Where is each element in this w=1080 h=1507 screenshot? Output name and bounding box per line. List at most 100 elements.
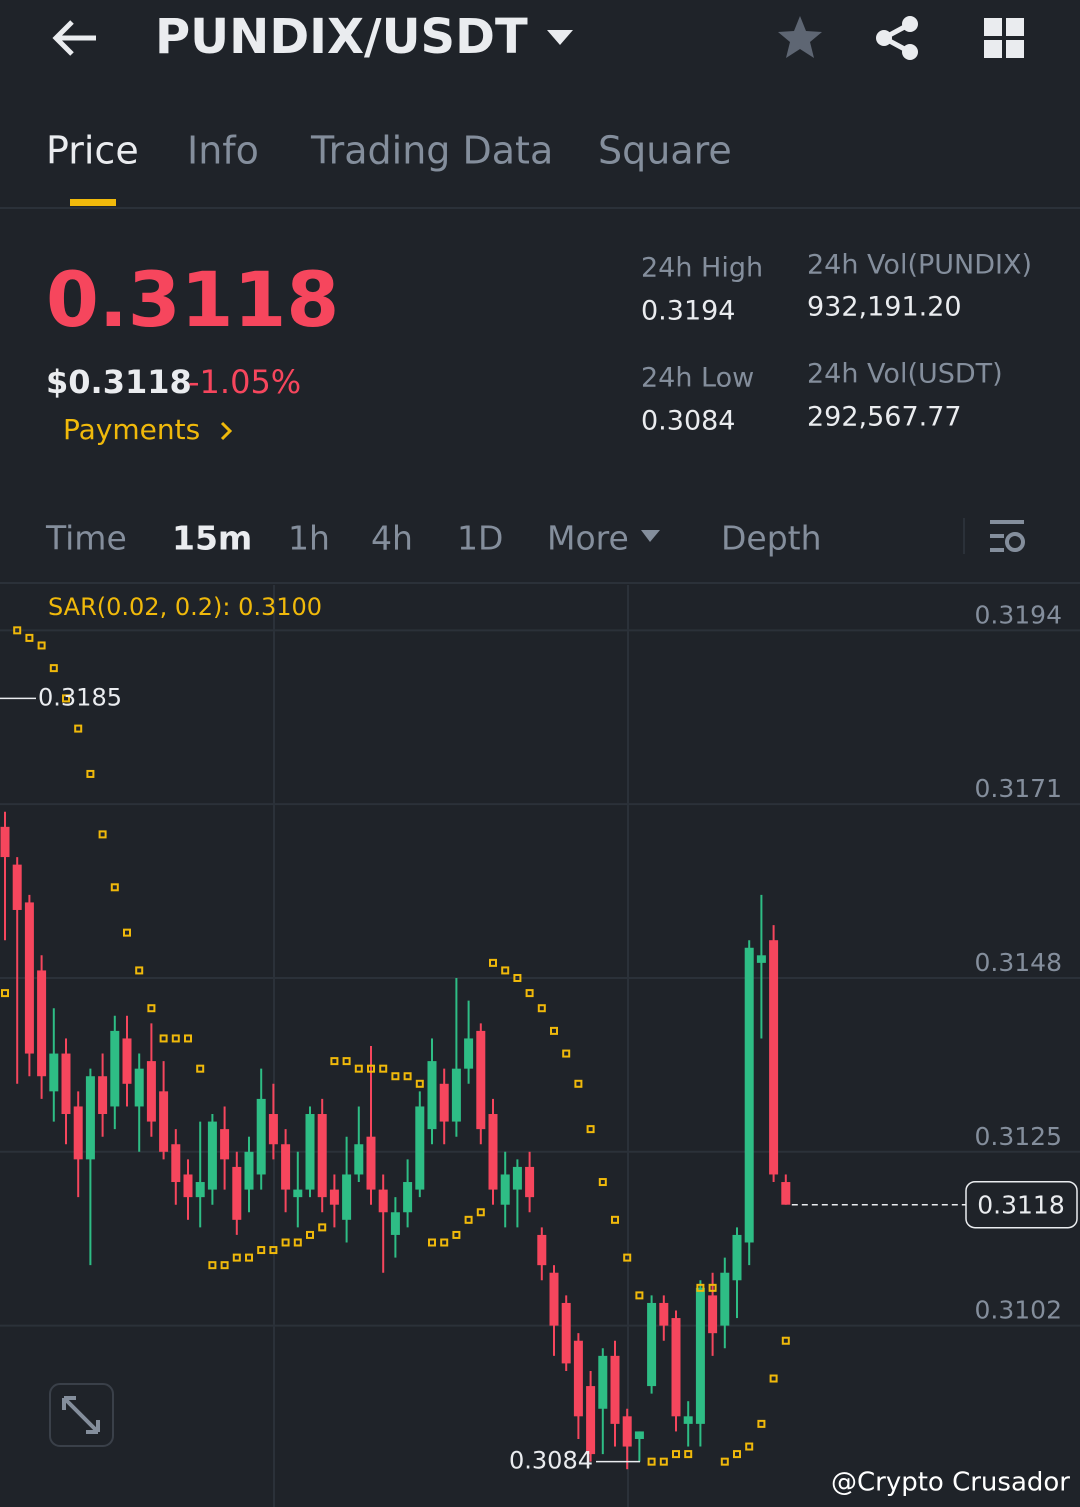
interval-option[interactable]: 4h: [371, 519, 413, 558]
sar-dot: [696, 1283, 705, 1292]
candle-body: [708, 1295, 718, 1334]
sar-dot: [25, 633, 34, 642]
candle-body: [756, 955, 766, 963]
sar-dot: [440, 1238, 449, 1247]
sar-dot: [428, 1238, 436, 1247]
candle-body: [256, 1098, 266, 1175]
candle-body: [403, 1182, 413, 1213]
sar-dot: [367, 1064, 375, 1073]
pair-dropdown[interactable]: [547, 30, 573, 45]
payments-link[interactable]: Payments: [63, 413, 200, 446]
sar-dot: [123, 928, 131, 937]
watermark: @Crypto Crusador: [831, 1468, 1070, 1498]
candle-body: [439, 1083, 449, 1122]
indicator-label: SAR(0.02, 0.2): 0.3100: [48, 593, 322, 621]
sar-dot: [147, 1004, 156, 1013]
sar-dot: [464, 1215, 473, 1224]
candle-body: [98, 1076, 108, 1115]
candle-body: [573, 1340, 583, 1417]
y-tick-label: 0.3148: [975, 948, 1062, 977]
sar-dot: [550, 1026, 558, 1035]
usd-price: $0.3118: [46, 363, 192, 401]
stat-value: 0.3084: [641, 406, 735, 437]
back-button[interactable]: [52, 20, 96, 56]
candle-body: [488, 1114, 498, 1190]
last-price-box: [965, 1180, 1078, 1229]
candle-body: [415, 1106, 425, 1190]
sar-dot: [232, 1253, 241, 1262]
candle-body: [390, 1212, 400, 1235]
candle-body: [525, 1166, 535, 1198]
interval-option[interactable]: 1D: [457, 519, 503, 558]
share-icon[interactable]: [876, 16, 918, 60]
candle-body: [720, 1272, 730, 1326]
candle-body: [85, 1076, 95, 1160]
chart-settings-icon[interactable]: [990, 520, 1025, 552]
last-price: 0.3118: [46, 255, 339, 344]
interval-option[interactable]: Time: [45, 519, 127, 558]
sar-dot: [281, 1238, 290, 1247]
candle-body: [683, 1416, 693, 1424]
expand-icon[interactable]: [62, 1396, 100, 1434]
tab[interactable]: Info: [187, 129, 259, 173]
interval-option[interactable]: 15m: [172, 519, 252, 558]
candle-body: [781, 1182, 791, 1205]
payments-chevron[interactable]: [220, 421, 233, 441]
candle-body: [610, 1355, 620, 1424]
tab[interactable]: Price: [46, 129, 139, 173]
y-tick-label: 0.3194: [975, 600, 1062, 629]
sar-dot: [476, 1208, 485, 1217]
candle-body: [769, 940, 779, 1175]
candle-body: [281, 1144, 291, 1190]
sar-dot: [733, 1450, 741, 1459]
sar-dot: [293, 1238, 302, 1247]
expand-button[interactable]: [49, 1383, 114, 1447]
candle-body: [171, 1144, 181, 1183]
pair-title[interactable]: PUNDIX/USDT: [155, 9, 528, 65]
sar-dot: [623, 1253, 632, 1262]
candle-body: [732, 1234, 742, 1281]
candle-body: [500, 1174, 510, 1205]
sar-dot: [379, 1064, 388, 1073]
candle-body: [146, 1061, 156, 1122]
candle-body: [342, 1174, 352, 1220]
candle-body: [110, 1030, 120, 1107]
candle-body: [354, 1144, 364, 1175]
interval-option[interactable]: More: [547, 519, 629, 558]
sar-dot: [537, 1004, 546, 1013]
candle-body: [476, 1030, 486, 1130]
more-dropdown[interactable]: [641, 530, 660, 542]
candle-body: [305, 1114, 315, 1190]
candle-body: [647, 1302, 657, 1387]
sar-dot: [196, 1064, 205, 1073]
stat-value: 932,191.20: [807, 292, 962, 323]
sar-dot: [342, 1057, 351, 1066]
interval-option[interactable]: Depth: [721, 519, 822, 558]
stat-value: 292,567.77: [807, 402, 962, 433]
candle-body: [268, 1114, 278, 1145]
candle-body: [537, 1234, 547, 1266]
candle-body: [183, 1174, 193, 1198]
candle-body: [586, 1386, 596, 1455]
interval-option[interactable]: 1h: [288, 519, 330, 558]
tab[interactable]: Trading Data: [310, 129, 553, 173]
sar-dot: [62, 694, 70, 703]
tab[interactable]: Square: [598, 129, 732, 173]
sar-dot: [318, 1223, 327, 1232]
sar-dot: [574, 1079, 583, 1088]
candle-body: [378, 1189, 388, 1213]
max-marker-label: 0.3185: [38, 683, 122, 711]
menu-icon[interactable]: [984, 18, 1024, 58]
candle-body: [0, 826, 10, 858]
favorite-icon[interactable]: [778, 16, 822, 58]
sar-dot: [513, 973, 522, 982]
candle-body: [207, 1121, 217, 1190]
sar-dot: [257, 1246, 266, 1255]
sar-dot: [611, 1215, 619, 1224]
candle-body: [598, 1355, 608, 1409]
candle-body: [695, 1287, 705, 1424]
y-tick-label: 0.3125: [975, 1122, 1062, 1151]
sar-dot: [354, 1064, 363, 1073]
